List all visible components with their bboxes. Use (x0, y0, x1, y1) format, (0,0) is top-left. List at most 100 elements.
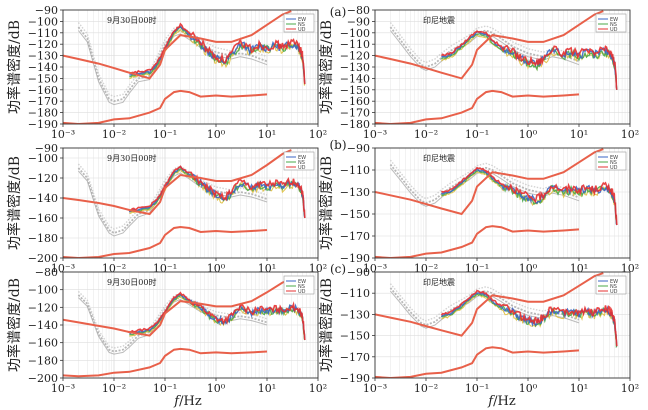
panel-a-left-ytick-label: −170 (28, 95, 58, 108)
panel-b-left-ytick-label: −140 (28, 192, 58, 205)
panel-a-right-xtick-label: 10⁻³ (363, 128, 387, 141)
panel-c-left-annotation: 9月30日00时 (107, 277, 156, 287)
panel-a-left-ytick-label: −190 (28, 118, 58, 131)
panel-a-left-xtick-label: 10⁻³ (51, 128, 75, 141)
panel-a-right-gray-curve-2 (389, 22, 580, 64)
panel-a-right-ytick-label: −180 (340, 118, 370, 131)
panel-b-right-ytick-label: −110 (340, 164, 370, 177)
panel-b-left-ytick-label: −120 (28, 172, 58, 185)
panel-c-right-legend-label: UD (610, 289, 618, 295)
panel-b-left-plot-area (63, 149, 306, 258)
panel-c-right-high-noise-model (375, 272, 604, 337)
panel-c-left-high-noise-model (63, 278, 292, 337)
panel-a-right: 10⁻³ 10⁻² 10⁻¹ 10⁰ 10¹ 10²−80−90−100−110−120−… (318, 4, 639, 141)
panel-a-left-ytick-label: −130 (28, 50, 58, 63)
panel-b-right-station-curve (441, 167, 618, 226)
panel-b-left-legend-label: EW (298, 155, 306, 161)
panel-b-left-legend-label: UD (298, 165, 306, 171)
panel-c-left-ytick-label: −120 (28, 301, 58, 314)
panel-b-left-ytick-label: −100 (28, 152, 58, 165)
panel-a-left-gray-curve-2 (77, 22, 268, 98)
panel-c-right-xtick-label: 10¹ (570, 382, 588, 395)
panel-b-right-low-noise-model (375, 225, 580, 258)
panel-c-left-xtick-label: 10⁻² (102, 382, 126, 395)
panel-c-right-legend-label: EW (610, 279, 618, 285)
panel-a-left-high-noise-model (63, 10, 292, 80)
panel-c-left-y-axis-label: 功率谱密度/dB (6, 278, 23, 372)
panel-a-left-xtick-label: 10⁻¹ (153, 128, 177, 141)
panel-c-right: 10⁻³ 10⁻² 10⁻¹ 10⁰ 10¹ 10² −90 −110 −130 −150 −170… (318, 266, 639, 395)
panel-a-left-y-axis-label: 功率谱密度/dB (6, 20, 23, 114)
panel-a-right-low-noise-model (375, 89, 580, 124)
panel-c-left-ytick-label: −100 (28, 284, 58, 297)
panel-a-left-ytick-label: −180 (28, 107, 58, 120)
panel-b-right-station-curve (440, 166, 618, 226)
panel-c-left-legend-label: EW (298, 279, 306, 285)
panel-b-right-ytick-label: −90 (347, 142, 370, 155)
panel-b-right: 10⁻³ 10⁻² 10⁻¹ 10⁰ 10¹ 10²−90−110−130−150−170… (318, 142, 639, 275)
panel-b-right-annotation: 印尼地震 (423, 153, 455, 163)
x-axis-label-left: f/Hz (173, 394, 202, 409)
panel-b-right-gray-curve-2 (389, 159, 580, 200)
panel-b-left-ytick-label: −160 (28, 212, 58, 225)
panel-c-left-legend-label: UD (298, 289, 306, 295)
panel-label-b: (b) (329, 138, 346, 152)
panel-c-left-plot-area (63, 278, 306, 378)
panel-b-left-gray-curve-2 (77, 163, 268, 230)
panel-a-right-legend-label: EW (610, 17, 618, 23)
panel-a-left-ytick-label: −140 (28, 61, 58, 74)
panel-a-right-station-curve (440, 30, 618, 90)
panel-b-right-frame (374, 147, 631, 259)
panel-a-right-ytick-label: −150 (340, 84, 370, 97)
panel-a-left-ytick-label: −100 (28, 15, 58, 28)
panel-a-right-xtick-label: 10⁻¹ (465, 128, 489, 141)
panel-c-left-xtick-label: 10⁰ (207, 382, 226, 395)
panel-a-left-legend-label: EW (298, 17, 306, 23)
panel-a-left-plot-area (63, 10, 306, 124)
panel-a-left-ytick-label: −150 (28, 72, 58, 85)
panel-a-left: 10⁻³ 10⁻² 10⁻¹ 10⁰ 10¹ 10² −90−100−110−120−130… (6, 4, 327, 141)
panel-c-right-station-curve (440, 289, 618, 347)
panel-a-left-ytick-label: −110 (28, 27, 58, 40)
panel-c-right-xtick-label: 10⁻² (414, 382, 438, 395)
panel-a-right-ytick-label: −120 (340, 50, 370, 63)
panel-a-right-ytick-label: −100 (340, 27, 370, 40)
panel-a-right-ytick-label: −80 (347, 4, 370, 17)
panel-c-right-xtick-label: 10⁰ (519, 382, 538, 395)
panel-c-left-xtick-label: 10⁻³ (51, 382, 75, 395)
panel-a-right-plot-area (375, 10, 618, 124)
panel-a-left-low-noise-model (63, 89, 268, 124)
panel-b-right-ytick-label: −190 (340, 252, 370, 265)
panel-c-left-station-curve (129, 291, 306, 341)
panel-a-right-y-axis-label: 功率谱密度/dB (318, 20, 335, 114)
panel-b-left-ytick-label: −200 (28, 252, 58, 265)
panel-c-right-low-noise-model (375, 346, 580, 378)
panel-a-left-xtick-label: 10² (309, 128, 327, 141)
panel-label-a: (a) (330, 5, 347, 19)
panel-b-right-legend-label: EW (610, 155, 618, 161)
panel-a-left-station-curve (129, 22, 306, 85)
panel-a-right-legend-label: UD (610, 27, 618, 33)
panel-a-right-ytick-label: −140 (340, 72, 370, 85)
panel-a-left-frame (62, 9, 319, 125)
panel-a-left-xtick-label: 10¹ (258, 128, 276, 141)
panel-c-left-xtick-label: 10² (309, 382, 327, 395)
panel-a-right-annotation: 印尼地震 (423, 15, 455, 25)
panel-b-right-high-noise-model (375, 148, 604, 216)
panel-a-left-ytick-label: −120 (28, 38, 58, 51)
panel-c-right-xtick-label: 10⁻³ (363, 382, 387, 395)
panel-a-left-ytick-label: −90 (35, 4, 58, 17)
panel-b-left-frame (62, 147, 319, 259)
panel-c-right-annotation: 印尼地震 (423, 277, 455, 287)
panel-a-left-legend-label: UD (298, 27, 306, 33)
panel-c-right-ytick-label: −90 (347, 266, 370, 279)
panel-a-right-ytick-label: −130 (340, 61, 370, 74)
panel-c-left-xtick-label: 10⁻¹ (153, 382, 177, 395)
panel-b-right-plot-area (375, 148, 618, 258)
panel-c-right-plot-area (375, 272, 618, 378)
panel-a-left-xtick-label: 10⁰ (207, 128, 226, 141)
panel-c-left-ytick-label: −160 (28, 337, 58, 350)
panel-b-left-station-curve (129, 165, 306, 219)
panel-b-right-y-axis-label: 功率谱密度/dB (318, 156, 335, 250)
